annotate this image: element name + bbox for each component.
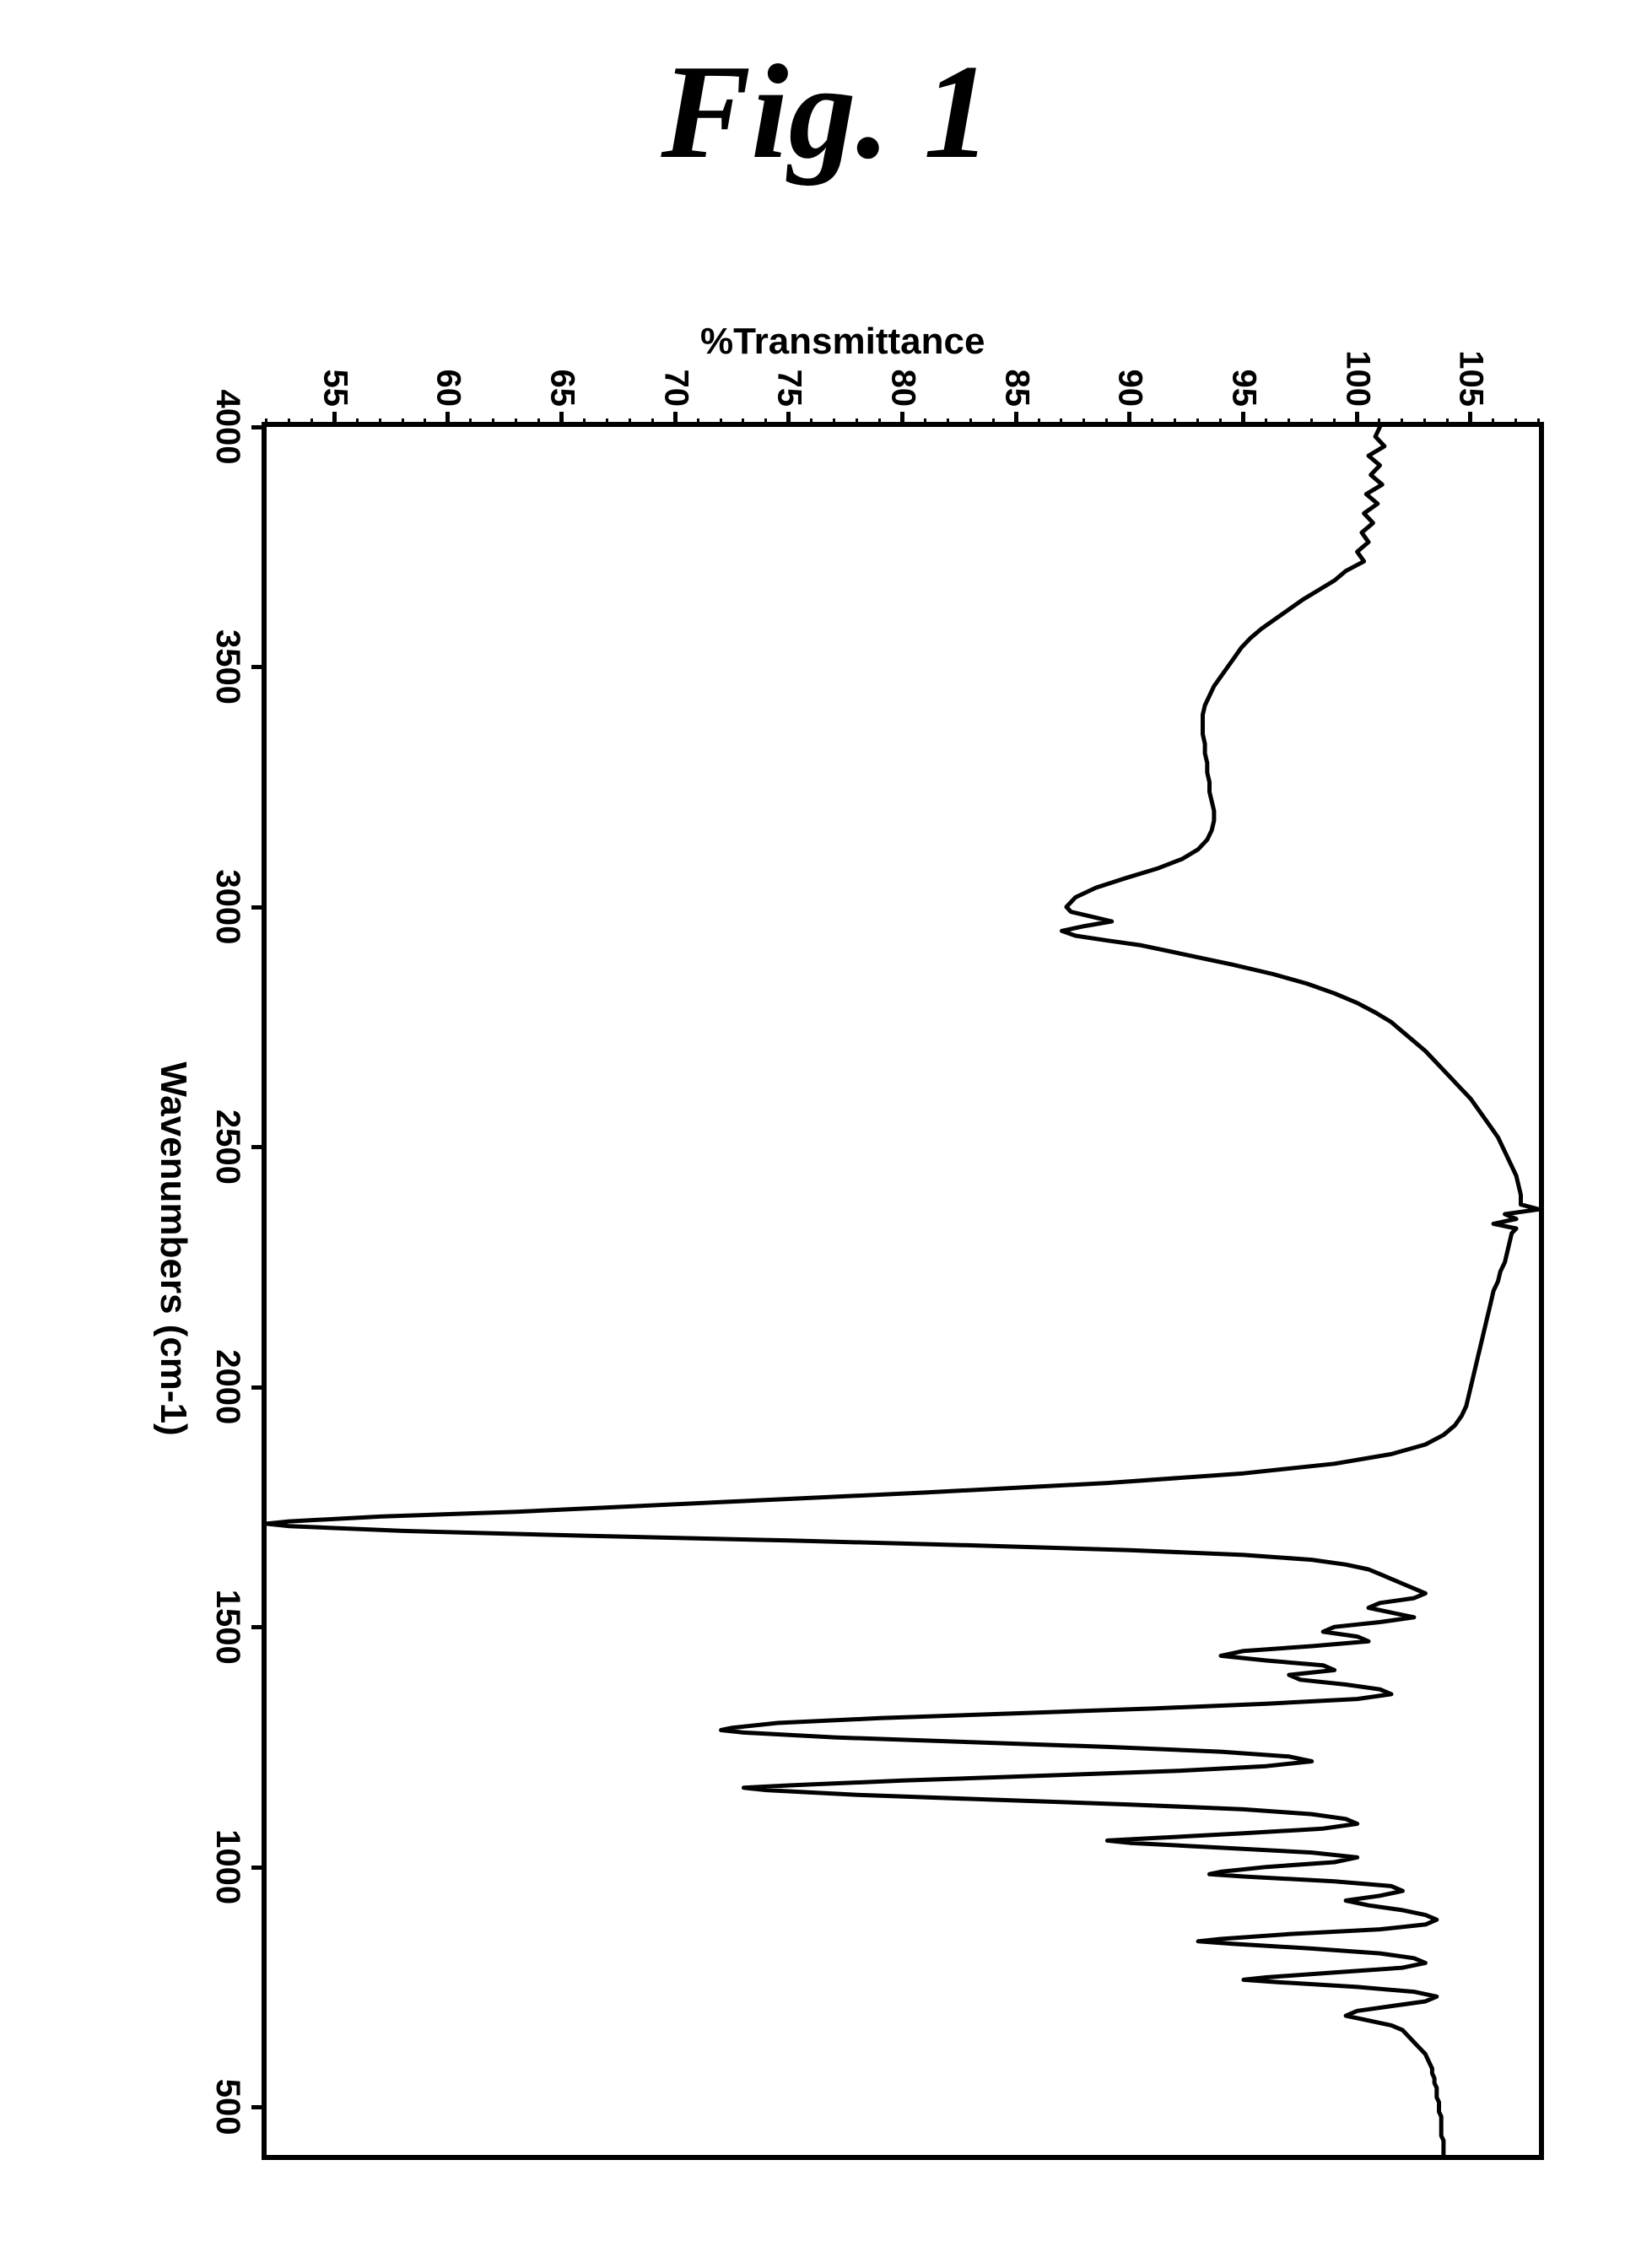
y-tick-minor <box>651 418 654 427</box>
y-tick-minor <box>424 418 427 427</box>
y-tick <box>673 412 678 427</box>
y-tick-minor <box>856 418 858 427</box>
y-tick-minor <box>469 418 472 427</box>
y-tick-minor <box>1446 418 1449 427</box>
y-tick <box>332 412 337 427</box>
y-tick-minor <box>1288 418 1290 427</box>
y-tick-minor <box>356 418 359 427</box>
y-tick-minor <box>1423 418 1426 427</box>
x-tick-label: 500 <box>208 2079 246 2136</box>
y-tick-label: 75 <box>770 370 808 408</box>
y-tick-minor <box>1492 418 1494 427</box>
y-tick-minor <box>1401 418 1403 427</box>
y-tick-label: 85 <box>997 370 1035 408</box>
y-tick-minor <box>1265 418 1267 427</box>
y-tick-minor <box>288 418 290 427</box>
x-tick <box>251 2105 267 2109</box>
y-tick-minor <box>1379 418 1381 427</box>
y-tick-minor <box>924 418 926 427</box>
y-tick-minor <box>402 418 404 427</box>
y-tick-minor <box>492 418 494 427</box>
y-tick <box>1468 412 1472 427</box>
y-tick-label: 60 <box>429 370 467 408</box>
y-tick-minor <box>583 418 586 427</box>
y-tick-minor <box>606 418 608 427</box>
y-tick <box>786 412 791 427</box>
y-tick-minor <box>1514 418 1517 427</box>
y-tick-minor <box>992 418 995 427</box>
y-tick-minor <box>833 418 835 427</box>
y-tick <box>445 412 450 427</box>
x-tick <box>251 1385 267 1390</box>
y-tick <box>1355 412 1359 427</box>
y-axis-label: %Transmittance <box>700 321 985 363</box>
y-tick-minor <box>1196 418 1199 427</box>
y-tick-minor <box>1537 418 1540 427</box>
y-tick-minor <box>742 418 745 427</box>
y-tick-minor <box>1105 418 1108 427</box>
y-tick <box>1127 412 1131 427</box>
x-tick-label: 1500 <box>208 1590 246 1665</box>
x-tick-label: 2500 <box>208 1110 246 1185</box>
y-tick-label: 100 <box>1338 350 1376 407</box>
y-tick <box>1241 412 1245 427</box>
x-tick <box>251 665 267 669</box>
y-tick-minor <box>1333 418 1336 427</box>
y-tick-label: 65 <box>543 370 581 408</box>
x-tick-label: 4000 <box>208 390 246 465</box>
x-axis-label: Wavenumbers (cm-1) <box>152 1061 194 1435</box>
figure-title: Fig. 1 <box>661 34 991 190</box>
x-tick <box>251 905 267 910</box>
x-tick-label: 1000 <box>208 1829 246 1904</box>
x-tick-label: 3500 <box>208 629 246 705</box>
y-tick <box>900 412 904 427</box>
y-tick-minor <box>947 418 949 427</box>
y-tick-minor <box>764 418 767 427</box>
y-tick-label: 95 <box>1224 370 1262 408</box>
y-tick-minor <box>720 418 722 427</box>
chart-frame: 55 60 65 70 75 80 85 90 95 100 105 4000 3500 3000 2500… <box>93 287 1578 2211</box>
spectrum-line <box>267 427 1539 2155</box>
x-tick <box>251 425 267 429</box>
y-tick-minor <box>1082 418 1085 427</box>
x-tick-label: 2000 <box>208 1349 246 1424</box>
x-tick <box>251 1866 267 1870</box>
y-tick-minor <box>537 418 540 427</box>
x-tick-label: 3000 <box>208 869 246 944</box>
y-tick-label: 55 <box>316 370 354 408</box>
y-tick-label: 80 <box>884 370 922 408</box>
y-tick-minor <box>515 418 517 427</box>
y-tick-minor <box>1310 418 1313 427</box>
y-tick-minor <box>878 418 881 427</box>
y-tick-label: 70 <box>656 370 694 408</box>
y-tick-minor <box>1219 418 1222 427</box>
y-tick-minor <box>379 418 381 427</box>
y-tick-label: 90 <box>1111 370 1149 408</box>
y-tick-minor <box>629 418 631 427</box>
y-tick-minor <box>1038 418 1040 427</box>
y-tick-minor <box>697 418 699 427</box>
x-tick <box>251 1145 267 1149</box>
y-tick-minor <box>1061 418 1063 427</box>
y-tick-minor <box>310 418 313 427</box>
y-tick <box>559 412 564 427</box>
x-tick <box>251 1625 267 1629</box>
y-tick-label: 105 <box>1452 350 1490 407</box>
y-tick <box>1014 412 1018 427</box>
y-tick-minor <box>1151 418 1153 427</box>
y-tick-minor <box>810 418 813 427</box>
y-tick-minor <box>1174 418 1176 427</box>
plot-area: 5560657075808590951001054000350030002500… <box>262 422 1544 2160</box>
y-tick-minor <box>969 418 972 427</box>
